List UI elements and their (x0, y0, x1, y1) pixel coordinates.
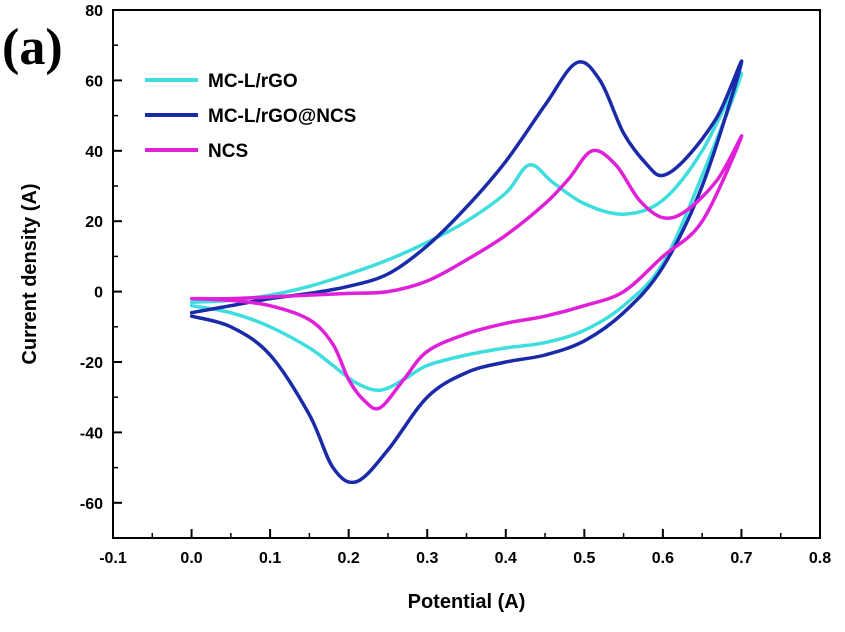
x-tick-label: 0.2 (338, 550, 360, 567)
x-tick-label: 0.6 (652, 550, 674, 567)
x-axis: -0.1 0.0 0.1 0.2 0.3 0.4 0.5 0.6 0.7 0.8 (99, 529, 831, 567)
legend-label: MC-L/rGO@NCS (208, 106, 356, 127)
x-tick-label: 0.4 (495, 550, 517, 567)
x-tick-label: 0.1 (259, 550, 281, 567)
y-axis: -60 -40 -20 0 20 40 60 80 (80, 3, 122, 539)
x-tick-label: -0.1 (99, 550, 127, 567)
y-tick-label: 20 (85, 214, 103, 231)
series-line-2 (189, 134, 744, 411)
x-tick-label: 0.8 (809, 550, 831, 567)
y-tick-label: 40 (85, 144, 103, 161)
x-tick-label: 0.7 (730, 550, 752, 567)
panel-label: (a) (2, 19, 63, 76)
y-tick-label: -40 (80, 425, 103, 442)
series-line-1 (189, 59, 744, 485)
legend-label: MC-L/rGO (208, 71, 298, 92)
y-tick-label: -20 (80, 355, 103, 372)
x-tick-label: 0.0 (180, 550, 202, 567)
y-tick-label: 80 (85, 3, 103, 20)
x-tick-label: 0.3 (416, 550, 438, 567)
y-axis-label: Current density (A) (19, 183, 41, 364)
y-tick-label: 0 (94, 285, 103, 302)
curves (189, 59, 744, 485)
y-tick-label: 60 (85, 73, 103, 90)
legend-label: NCS (208, 141, 248, 162)
x-axis-label: Potential (A) (408, 591, 526, 613)
x-tick-label: 0.5 (573, 550, 595, 567)
y-tick-label: -60 (80, 496, 103, 513)
legend: MC-L/rGO MC-L/rGO@NCS NCS (145, 71, 356, 162)
plot-area: -0.1 0.0 0.1 0.2 0.3 0.4 0.5 0.6 0.7 0.8 -60 -40 -2… (80, 3, 831, 567)
